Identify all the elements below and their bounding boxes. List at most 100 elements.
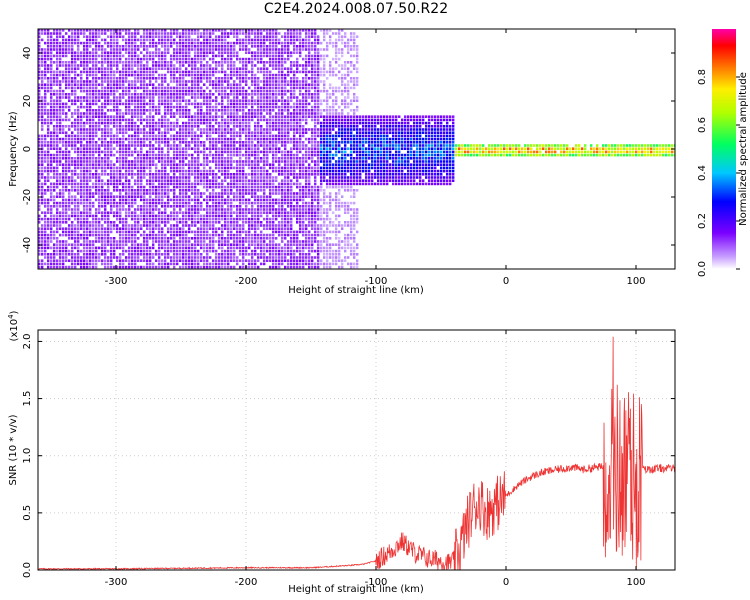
heatmap-cell [263,240,266,243]
heatmap-cell [176,150,179,154]
heatmap-cell [206,131,209,134]
heatmap-cell [263,45,266,48]
heatmap-cell [98,259,101,262]
heatmap-cell [119,54,122,58]
heatmap-cell [182,137,185,141]
heatmap-cell [77,29,80,32]
heatmap-cell [119,32,122,35]
heatmap-cell [38,253,41,256]
heatmap-cell [179,35,182,38]
heatmap-cell [41,57,44,61]
heatmap-cell [185,240,188,243]
heatmap-cell [44,57,47,61]
heatmap-cell [71,265,74,269]
heatmap-cell [74,67,77,70]
heatmap-cell [44,243,47,246]
heatmap-cell [182,29,185,32]
heatmap-cell [38,169,41,173]
heatmap-cell [224,173,227,176]
heatmap-cell [56,115,59,118]
heatmap-cell [182,112,185,115]
heatmap-cell [92,160,95,163]
heatmap-cell [218,201,221,205]
heatmap-cell [125,89,128,93]
heatmap-cell [191,89,194,93]
heatmap-cell [74,173,77,176]
heatmap-cell [185,176,188,179]
heatmap-cell [86,86,89,90]
heatmap-cell [113,109,116,112]
heatmap-cell [251,176,254,179]
heatmap-cell [248,144,251,147]
heatmap-cell [173,217,176,221]
heatmap-cell [107,118,110,122]
heatmap-cell [158,147,161,150]
heatmap-cell [62,179,65,182]
heatmap-cell [239,105,242,109]
heatmap-cell [116,137,119,141]
heatmap-cell [212,173,215,176]
heatmap-cell [104,96,107,99]
heatmap-cell [92,173,95,176]
heatmap-cell [146,182,149,186]
heatmap-cell [164,141,167,144]
heatmap-cell [71,189,74,192]
heatmap-cell [176,112,179,115]
heatmap-cell [260,67,263,70]
heatmap-cell [71,198,74,202]
heatmap-cell [98,150,101,154]
heatmap-cell [47,45,50,48]
heatmap-cell [221,166,224,170]
heatmap-cell [134,109,137,112]
heatmap-cell [86,102,89,106]
heatmap-cell [47,211,50,214]
heatmap-cell [260,256,263,259]
heatmap-cell [227,246,230,250]
heatmap-cell [176,259,179,262]
heatmap-cell [158,109,161,112]
heatmap-cell [56,70,59,74]
heatmap-cell [149,45,152,48]
heatmap-cell [86,77,89,80]
heatmap-cell [149,134,152,138]
heatmap-cell [266,125,269,128]
heatmap-cell [146,73,149,77]
heatmap-cell [215,211,218,214]
heatmap-cell [68,35,71,38]
heatmap-cell [119,214,122,218]
heatmap-cell [50,153,53,157]
heatmap-cell [230,208,233,211]
heatmap-cell [92,163,95,166]
heatmap-cell [182,125,185,128]
heatmap-cell [92,176,95,179]
heatmap-cell [59,265,62,269]
heatmap-cell [191,70,194,74]
heatmap-cell [101,157,104,160]
heatmap-cell [62,201,65,205]
heatmap-cell [242,147,245,150]
heatmap-cell [248,125,251,128]
heatmap-cell [134,198,137,202]
heatmap-cell [182,160,185,163]
heatmap-cell [209,115,212,118]
heatmap-cell [218,265,221,269]
heatmap-cell [176,61,179,64]
heatmap-cell [122,246,125,250]
heatmap-cell [206,246,209,250]
heatmap-cell [182,185,185,189]
heatmap-cell [164,214,167,218]
heatmap-cell [65,77,68,80]
heatmap-cell [104,80,107,83]
heatmap-cell [164,45,167,48]
heatmap-cell [56,157,59,160]
heatmap-cell [137,259,140,262]
heatmap-cell [146,89,149,93]
heatmap-cell [38,45,41,48]
heatmap-cell [110,83,113,86]
heatmap-cell [185,211,188,214]
heatmap-cell [122,195,125,198]
heatmap-cell [182,179,185,182]
heatmap-cell [203,99,206,102]
heatmap-cell [182,201,185,205]
heatmap-cell [179,51,182,54]
